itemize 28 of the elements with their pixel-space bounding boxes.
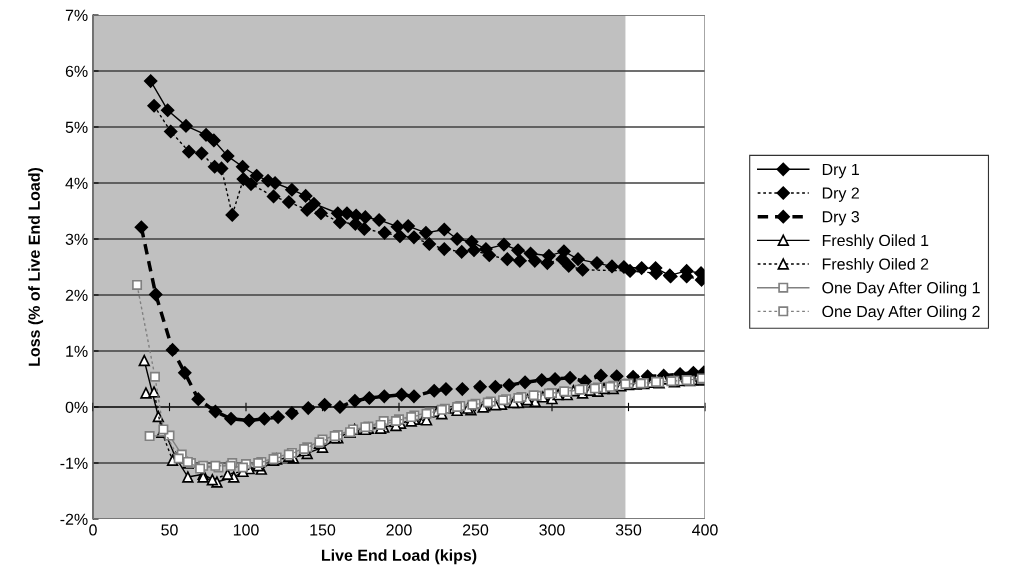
- y-axis-title: Loss (% of Live End Load): [28, 167, 44, 366]
- x-axis-title: Live End Load (kips): [321, 549, 477, 565]
- y-tick-label: -2%: [60, 513, 88, 525]
- legend-label: Dry 2: [822, 187, 859, 202]
- y-tick-label: 4%: [65, 177, 88, 189]
- x-tick-label: 300: [539, 524, 565, 536]
- y-tick-label: 2%: [65, 289, 88, 301]
- y-tick-label: 6%: [65, 65, 88, 77]
- legend-label: Freshly Oiled 2: [822, 258, 929, 273]
- y-tick-label: -1%: [60, 457, 88, 469]
- y-tick-label: 3%: [65, 233, 88, 245]
- y-tick-label: 0%: [65, 401, 88, 413]
- x-tick-label: 100: [233, 524, 259, 536]
- x-tick-label: 350: [615, 524, 642, 536]
- legend-label: One Day After Oiling 1: [822, 281, 980, 297]
- legend-label: Freshly Oiled 1: [822, 234, 929, 250]
- x-tick-label: 250: [462, 524, 489, 536]
- legend-label: Dry 1: [822, 163, 859, 179]
- x-tick-label: 150: [310, 524, 336, 536]
- x-tick-label: 400: [692, 524, 718, 536]
- y-tick-label: 1%: [66, 345, 88, 357]
- x-tick-label: 0: [89, 524, 97, 536]
- x-tick-label: 200: [386, 524, 412, 536]
- y-tick-label: 5%: [65, 121, 88, 133]
- legend-label: One Day After Oiling 2: [822, 305, 980, 321]
- legend-label: Dry 3: [822, 211, 860, 226]
- x-tick-label: 50: [161, 524, 178, 536]
- y-tick-label: 7%: [65, 9, 88, 21]
